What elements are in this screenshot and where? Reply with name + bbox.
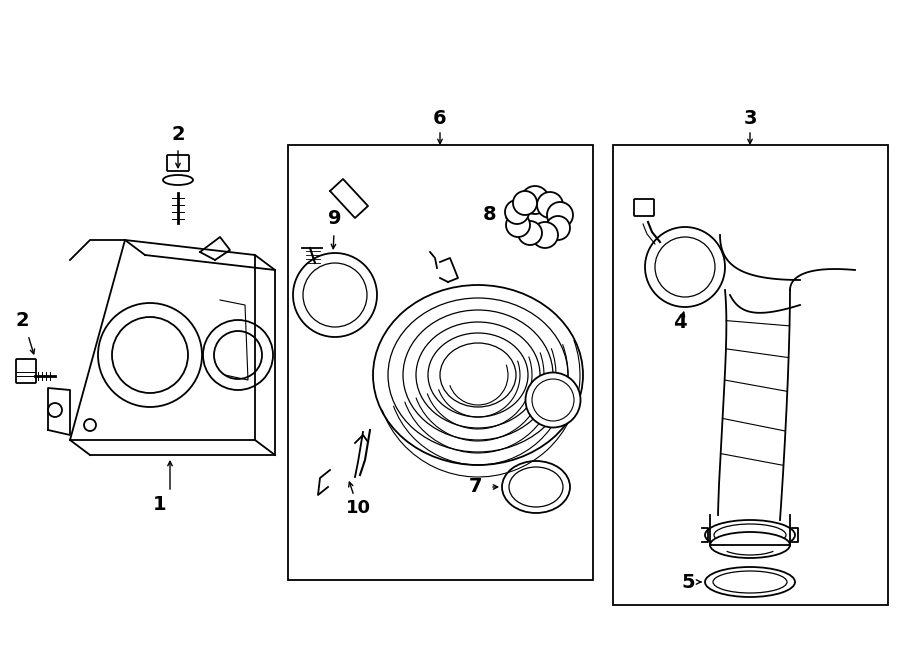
FancyBboxPatch shape bbox=[16, 359, 36, 383]
Circle shape bbox=[112, 317, 188, 393]
Ellipse shape bbox=[710, 532, 790, 558]
Ellipse shape bbox=[502, 461, 570, 513]
FancyBboxPatch shape bbox=[634, 199, 654, 216]
Circle shape bbox=[537, 192, 563, 218]
Ellipse shape bbox=[705, 567, 795, 597]
Circle shape bbox=[506, 213, 530, 237]
Ellipse shape bbox=[526, 373, 581, 428]
Bar bbox=[613, 145, 888, 605]
Circle shape bbox=[513, 191, 537, 215]
Bar bbox=[288, 145, 593, 580]
Circle shape bbox=[214, 331, 262, 379]
Text: 8: 8 bbox=[483, 206, 497, 225]
Circle shape bbox=[507, 190, 563, 246]
Text: 4: 4 bbox=[673, 313, 687, 332]
Circle shape bbox=[303, 263, 367, 327]
FancyBboxPatch shape bbox=[167, 155, 189, 171]
Text: 3: 3 bbox=[743, 108, 757, 128]
Text: 9: 9 bbox=[328, 208, 342, 227]
Circle shape bbox=[546, 216, 570, 240]
Text: 2: 2 bbox=[15, 311, 29, 329]
Text: 1: 1 bbox=[153, 496, 166, 514]
Ellipse shape bbox=[713, 571, 787, 593]
Text: 6: 6 bbox=[433, 108, 446, 128]
Circle shape bbox=[547, 202, 573, 228]
Ellipse shape bbox=[705, 520, 795, 550]
Ellipse shape bbox=[532, 379, 574, 421]
Circle shape bbox=[203, 320, 273, 390]
Circle shape bbox=[532, 222, 558, 248]
Circle shape bbox=[655, 237, 715, 297]
Circle shape bbox=[48, 403, 62, 417]
Circle shape bbox=[505, 200, 529, 224]
Ellipse shape bbox=[509, 467, 563, 507]
Circle shape bbox=[645, 227, 725, 307]
Text: 2: 2 bbox=[171, 126, 184, 145]
Ellipse shape bbox=[714, 524, 786, 546]
Text: 10: 10 bbox=[346, 499, 371, 517]
Text: 5: 5 bbox=[681, 572, 695, 592]
Text: 7: 7 bbox=[468, 477, 482, 496]
Circle shape bbox=[293, 253, 377, 337]
Circle shape bbox=[521, 186, 549, 214]
Circle shape bbox=[84, 419, 96, 431]
Circle shape bbox=[518, 221, 542, 245]
Ellipse shape bbox=[163, 175, 193, 185]
Circle shape bbox=[98, 303, 202, 407]
